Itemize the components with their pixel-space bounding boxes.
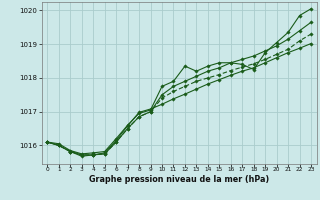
X-axis label: Graphe pression niveau de la mer (hPa): Graphe pression niveau de la mer (hPa) <box>89 175 269 184</box>
